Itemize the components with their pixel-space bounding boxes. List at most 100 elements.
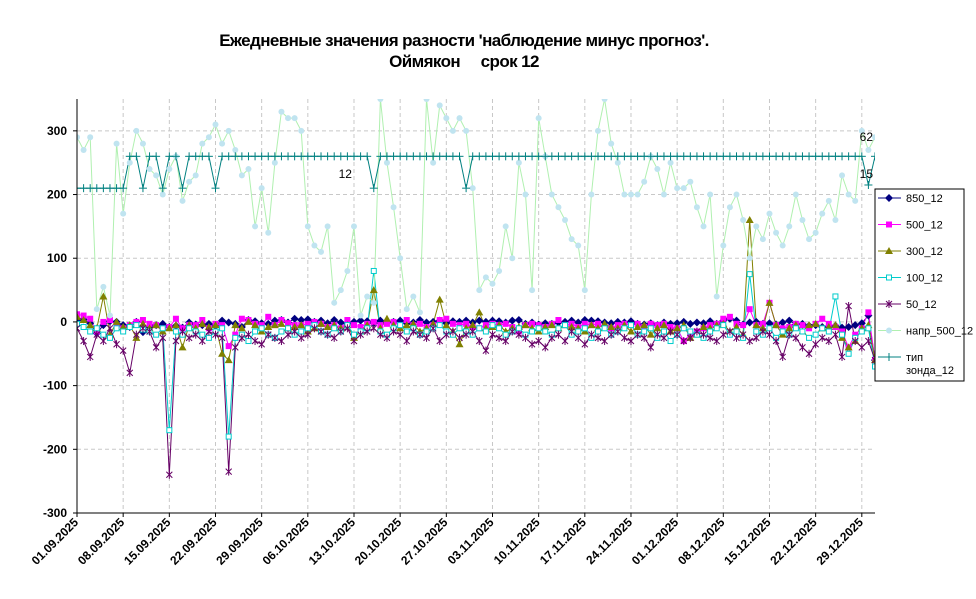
data-point	[700, 330, 707, 339]
data-point	[442, 321, 451, 329]
data-point	[159, 333, 167, 342]
data-point	[231, 321, 240, 329]
data-point	[825, 337, 833, 346]
data-point	[297, 321, 306, 329]
data-point	[436, 322, 443, 329]
data-point	[86, 321, 95, 329]
data-point	[535, 115, 542, 122]
data-point	[251, 337, 259, 346]
data-point	[872, 363, 875, 370]
data-point	[284, 330, 292, 339]
data-point	[212, 330, 219, 339]
data-point	[224, 318, 233, 327]
data-point	[456, 333, 463, 342]
data-point	[370, 267, 377, 274]
data-point	[706, 333, 714, 342]
data-point	[521, 321, 530, 329]
data-point	[601, 325, 608, 332]
data-point	[634, 191, 641, 198]
data-point	[654, 330, 661, 339]
data-point	[739, 330, 747, 339]
data-point	[456, 322, 463, 329]
data-point	[627, 337, 635, 346]
data-point	[759, 236, 766, 243]
y-tick-label: 300	[47, 124, 67, 138]
data-point	[344, 267, 351, 274]
data-point	[403, 328, 410, 335]
data-point	[304, 320, 311, 327]
data-point	[364, 293, 371, 300]
data-point	[298, 328, 305, 335]
data-point	[449, 127, 456, 134]
data-point	[541, 343, 549, 352]
data-point	[785, 330, 793, 339]
data-point	[508, 327, 516, 336]
data-point	[79, 316, 88, 324]
data-point	[80, 324, 87, 331]
data-point	[600, 319, 609, 327]
data-point	[219, 325, 226, 332]
data-point	[403, 317, 410, 324]
data-point	[456, 325, 463, 332]
data-point	[271, 333, 279, 342]
data-point	[759, 327, 767, 336]
legend-label: 500_12	[906, 220, 943, 232]
data-point	[179, 327, 186, 336]
data-point	[746, 255, 753, 262]
data-point	[166, 166, 173, 173]
data-point	[871, 152, 875, 161]
data-point	[133, 322, 140, 329]
data-point	[126, 368, 134, 377]
y-tick-label: 200	[47, 188, 67, 202]
data-point	[832, 330, 839, 339]
data-point	[745, 216, 754, 224]
data-point	[270, 321, 279, 329]
data-point	[172, 315, 179, 322]
data-point	[87, 328, 94, 335]
data-point	[667, 338, 674, 345]
data-point	[502, 320, 509, 327]
data-point	[93, 325, 100, 332]
data-point	[396, 330, 404, 339]
data-point	[429, 324, 437, 333]
data-point	[844, 323, 853, 332]
data-point	[100, 331, 107, 338]
data-point	[799, 322, 806, 329]
data-point	[745, 318, 754, 327]
data-point	[152, 343, 160, 352]
data-point	[786, 223, 793, 230]
data-point	[740, 322, 747, 329]
data-point	[211, 184, 220, 193]
data-point	[792, 325, 799, 332]
point-label: 12	[339, 167, 353, 181]
data-point	[693, 327, 701, 336]
data-point	[832, 293, 839, 300]
x-tick-label: 01.09.2025	[29, 515, 82, 568]
data-point	[845, 191, 852, 198]
data-point	[865, 309, 872, 316]
data-point	[772, 337, 780, 346]
data-point	[752, 321, 761, 329]
data-point	[575, 328, 582, 335]
data-point	[811, 319, 820, 327]
data-point	[765, 319, 774, 328]
data-point	[469, 327, 477, 336]
data-point	[640, 321, 649, 329]
data-point	[377, 330, 384, 339]
data-point	[369, 286, 378, 294]
data-point	[298, 127, 305, 134]
plot-area	[77, 99, 875, 513]
data-point	[153, 331, 160, 338]
data-point	[555, 204, 562, 211]
data-point	[805, 349, 813, 358]
data-point	[753, 223, 760, 230]
legend-label: тип зонда_12	[906, 352, 954, 377]
data-point	[113, 340, 120, 349]
data-point	[634, 330, 641, 339]
chart-subtitle: Оймякон срок 12	[389, 52, 539, 71]
data-point	[423, 99, 430, 102]
data-point	[330, 316, 339, 325]
legend-marker	[886, 327, 892, 334]
data-point	[344, 317, 351, 324]
data-point	[331, 299, 338, 306]
